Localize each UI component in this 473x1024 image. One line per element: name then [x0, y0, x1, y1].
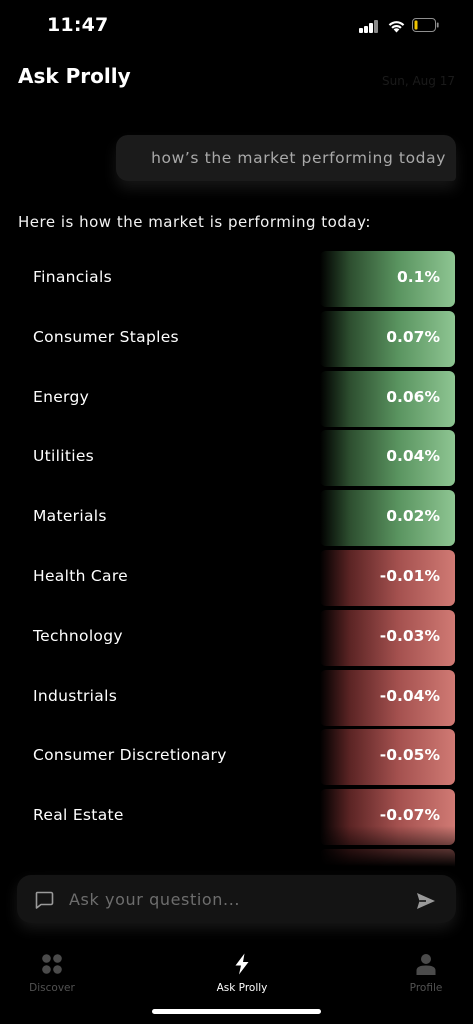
status-bar: 11:47 [0, 0, 473, 54]
sector-name: Real Estate [33, 806, 124, 825]
tab-label: Discover [29, 982, 75, 994]
sector-name: Communication Services [33, 866, 232, 874]
sector-row: Consumer Staples 0.07% [18, 310, 455, 367]
sector-change-bar: 0.02% [320, 490, 455, 547]
sector-row: Consumer Discretionary -0.05% [18, 729, 455, 786]
sector-change-value: -0.01% [379, 567, 440, 585]
sector-change-value: 0.1% [397, 268, 440, 286]
sector-change-value: -0.15% [380, 866, 440, 874]
sector-change-value: -0.04% [379, 686, 440, 705]
question-input-placeholder[interactable]: Ask your question... [69, 890, 241, 909]
cellular-signal-icon [359, 20, 379, 33]
sector-name: Consumer Discretionary [33, 746, 227, 765]
sector-change-value: 0.06% [386, 387, 440, 406]
sector-row: Financials 0.1% [18, 251, 455, 307]
user-message-bubble: how’s the market performing today [116, 135, 456, 181]
sector-change-bar: 0.04% [320, 430, 455, 487]
sector-name: Utilities [33, 447, 95, 466]
tab-discover[interactable]: Discover [0, 945, 112, 1005]
sector-name: Materials [33, 507, 107, 526]
wifi-icon [388, 21, 405, 33]
sector-change-value: -0.07% [379, 806, 440, 825]
sector-change-bar: 0.07% [320, 310, 455, 367]
home-indicator [152, 1009, 321, 1014]
tab-label: Profile [409, 982, 443, 994]
person-icon [416, 954, 436, 975]
sector-change-value: 0.04% [386, 447, 440, 466]
response-intro: Here is how the market is performing tod… [18, 213, 371, 231]
sector-performance-list: Financials 0.1% Consumer Staples 0.07% Energ… [18, 251, 455, 874]
sector-row: Communication Services -0.15% [18, 849, 455, 874]
sector-row: Industrials -0.04% [18, 669, 455, 726]
tab-label: Ask Prolly [216, 982, 268, 994]
tab-ask-prolly[interactable]: Ask Prolly [182, 945, 302, 1005]
question-input-box[interactable]: Ask your question... [17, 875, 456, 923]
sector-change-bar: -0.05% [320, 729, 455, 786]
sector-change-bar: -0.03% [320, 609, 455, 666]
chat-bubble-icon [35, 891, 54, 909]
sector-change-bar: -0.15% [320, 849, 455, 874]
sector-change-bar: 0.06% [320, 370, 455, 427]
sector-row: Materials 0.02% [18, 490, 455, 547]
sector-row: Real Estate -0.07% [18, 789, 455, 846]
sector-name: Energy [33, 387, 90, 406]
sector-name: Health Care [33, 567, 129, 585]
sector-row: Health Care -0.01% [18, 550, 455, 606]
status-time: 11:47 [47, 14, 109, 36]
sector-name: Industrials [33, 686, 118, 705]
lightning-icon [235, 953, 249, 975]
sector-change-value: -0.03% [379, 626, 440, 645]
sector-row: Energy 0.06% [18, 370, 455, 427]
user-message-text: how’s the market performing today [151, 149, 446, 167]
sector-change-bar: 0.1% [320, 251, 455, 307]
sector-row: Technology -0.03% [18, 609, 455, 666]
tab-profile[interactable]: Profile [366, 945, 473, 1005]
battery-low-icon [412, 18, 439, 32]
sector-row: Utilities 0.04% [18, 430, 455, 487]
header-date: Sun, Aug 17 [382, 74, 455, 88]
sector-name: Financials [33, 268, 112, 286]
sector-change-bar: -0.07% [320, 789, 455, 846]
sector-name: Consumer Staples [33, 327, 179, 346]
sector-change-value: 0.07% [386, 327, 440, 346]
sector-change-bar: -0.04% [320, 669, 455, 726]
sector-name: Technology [33, 626, 123, 645]
grid-icon [42, 954, 62, 974]
send-icon[interactable] [416, 892, 436, 910]
sector-change-bar: -0.01% [320, 550, 455, 606]
page-title: Ask Prolly [18, 64, 131, 88]
sector-change-value: 0.02% [386, 507, 440, 526]
sector-change-value: -0.05% [379, 746, 440, 765]
